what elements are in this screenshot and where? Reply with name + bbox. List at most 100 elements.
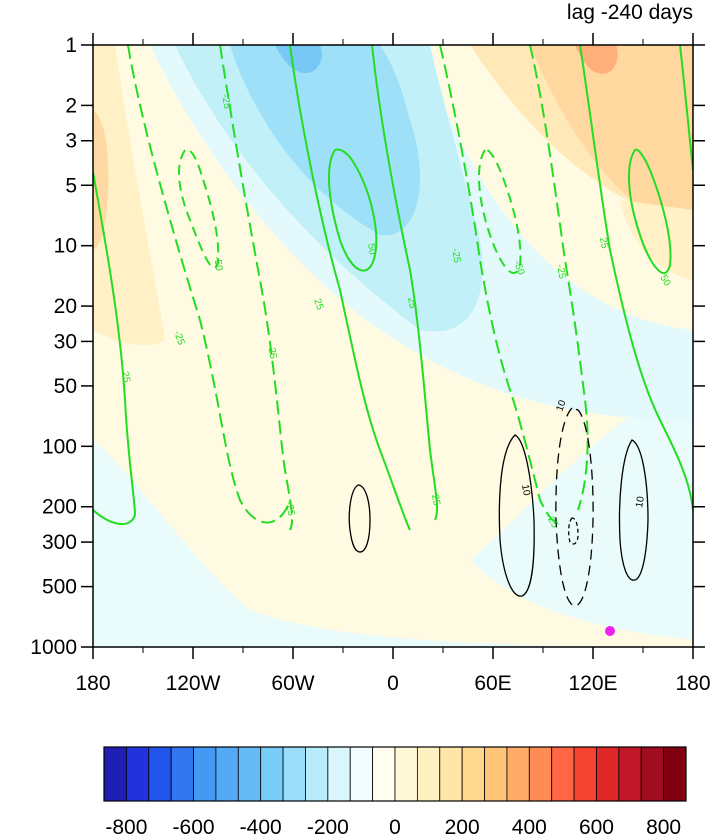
colorbar-swatch	[260, 746, 284, 802]
y-tick-label: 100	[42, 435, 77, 458]
colorbar-label: 400	[512, 816, 547, 838]
colorbar-swatch	[148, 746, 172, 802]
clabel-10c: 10	[634, 495, 647, 508]
colorbar-swatch	[439, 746, 463, 802]
green-contour-25-g	[679, 45, 693, 171]
colorbar-swatch	[551, 746, 575, 802]
colorbar-swatch	[663, 746, 687, 802]
clabel-neg50b: -50	[511, 259, 526, 277]
y-tick-label: 200	[42, 496, 77, 519]
green-contour-neg50-a	[178, 148, 220, 269]
y-tick-label: 2	[65, 94, 77, 117]
green-contour-25-f	[579, 45, 693, 511]
colorbar-swatch	[394, 746, 418, 802]
green-contour-neg25-e	[529, 45, 589, 511]
y-tick-label: 5	[65, 174, 77, 197]
y-axis: 1 2 3 5 10 20 30 50 100 200 300 500 1000	[30, 34, 705, 659]
green-contours	[93, 45, 693, 531]
shade-warm-right-max	[575, 45, 618, 74]
x-tick-label: 60E	[474, 672, 511, 695]
y-tick-label: 3	[65, 130, 77, 153]
black-contour-10-a	[348, 484, 371, 553]
green-contour-25-c	[289, 45, 411, 531]
clabel-25h: 25	[429, 494, 442, 507]
shade-blue-max	[275, 45, 323, 74]
clabel-25c: 25	[119, 371, 132, 384]
colorbar-swatch	[349, 746, 374, 802]
colorbar-label: -400	[240, 816, 282, 838]
clabel-50: 50	[365, 243, 378, 256]
black-contours	[348, 407, 649, 607]
black-contour-neg10	[555, 407, 594, 607]
colorbar-swatch	[103, 746, 127, 802]
colorbar-label: 0	[389, 816, 401, 838]
marker-point	[605, 626, 615, 636]
colorbar-swatch	[416, 746, 441, 802]
colorbar-swatch	[215, 746, 239, 802]
colorbar-swatch	[618, 746, 642, 802]
colorbar-swatch	[484, 746, 508, 802]
clabel-25e: -25	[283, 501, 296, 518]
y-tick-label: 10	[54, 235, 77, 258]
clabel-25i: 25	[597, 237, 610, 250]
green-contour-25-a	[93, 171, 137, 525]
colorbar-swatch	[640, 746, 665, 802]
x-tick-label: 120E	[568, 672, 617, 695]
colorbar-swatch	[573, 746, 597, 802]
shade-warm-left	[93, 45, 165, 346]
shade-blue-core	[230, 45, 420, 236]
x-tick-label: 180	[675, 672, 710, 695]
green-contour-25-d	[371, 45, 439, 521]
y-tick-label: 20	[54, 295, 77, 318]
clabel-25d: -25	[265, 344, 278, 361]
colorbar-swatch	[372, 746, 396, 802]
y-tick-label: 500	[42, 576, 77, 599]
colorbar-swatch	[305, 746, 329, 802]
clabel-10b: 10	[554, 398, 568, 413]
clabel-neg25b: -25	[554, 264, 567, 281]
shade-cyan-lower-left	[93, 440, 693, 647]
colorbar-swatch	[506, 746, 530, 802]
green-contour-50-b	[327, 148, 378, 272]
colorbar-label: 200	[445, 816, 480, 838]
shade-warm-right-core	[530, 45, 693, 230]
contour-labels: -25 -50 -25 25 -25 -25 25 50 25 25 -25 -…	[119, 94, 673, 531]
clabel-25: -25	[219, 94, 232, 111]
colorbar-label: -800	[105, 816, 147, 838]
clabel-25f: 25	[311, 297, 325, 312]
green-contour-neg25-a	[127, 45, 291, 524]
colorbar-label: 600	[579, 816, 614, 838]
colorbar-label: -600	[173, 816, 215, 838]
colorbar-label: 800	[646, 816, 681, 838]
colorbar-swatch	[327, 746, 351, 802]
plot-area: -25 -50 -25 25 -25 -25 25 50 25 25 -25 -…	[93, 45, 693, 647]
colorbar-label: -200	[307, 816, 349, 838]
shade-warm-left-core	[93, 110, 109, 250]
colorbar: -800 -600 -400 -200 0 200 400 600 800	[103, 746, 687, 838]
black-contour-10-c	[618, 439, 649, 581]
colorbar-swatch	[528, 746, 553, 802]
x-tick-label: 60W	[271, 672, 314, 695]
clabel-10a: 10	[519, 484, 532, 497]
colorbar-swatch	[170, 746, 194, 802]
green-contour-neg25-d	[439, 45, 561, 523]
colorbar-swatch	[282, 746, 306, 802]
colorbar-swatch	[237, 746, 262, 802]
clabel-25g: 25	[405, 297, 418, 310]
colorbar-swatch	[461, 746, 485, 802]
black-contour-10-b	[498, 434, 535, 597]
black-contour-neg10-small	[568, 517, 579, 545]
x-tick-label: 180	[75, 672, 110, 695]
clabel-neg25: -25	[449, 248, 462, 265]
colorbar-swatch	[125, 746, 150, 802]
green-contour-50-f	[627, 148, 672, 274]
colorbar-swatch	[193, 746, 217, 802]
x-tick-label: 0	[387, 672, 399, 695]
shade-warm-right-edge	[620, 200, 693, 280]
clabel-50b: 50	[657, 273, 672, 289]
y-tick-label: 1000	[30, 636, 77, 659]
x-tick-label: 120W	[166, 672, 221, 695]
y-tick-label: 30	[54, 330, 77, 353]
chart-title: lag -240 days	[567, 1, 693, 24]
